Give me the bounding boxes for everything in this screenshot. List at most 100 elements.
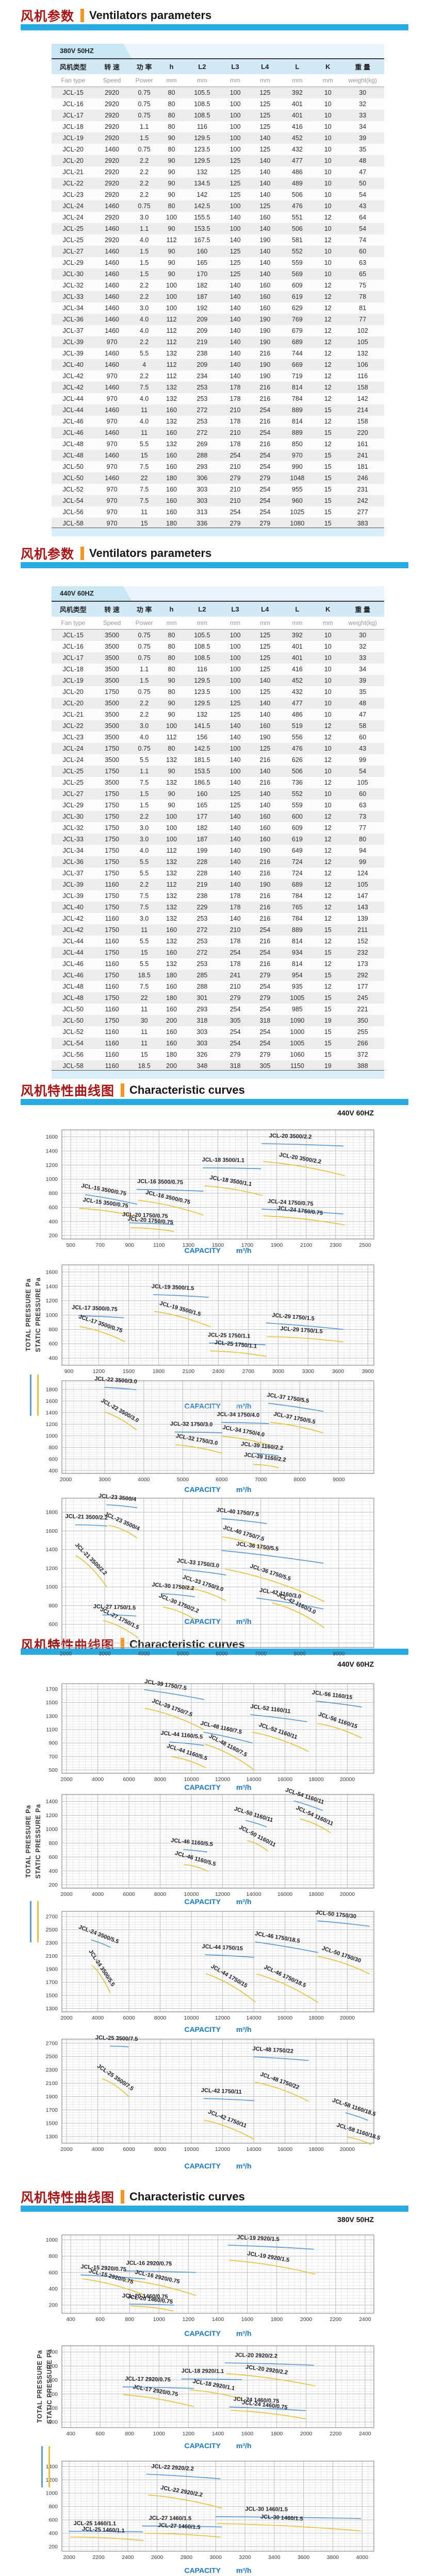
y-tick-label: 1200 [46,1565,58,1571]
total-pressure-label: TOTAL PRESSURE Pa [25,1278,32,1351]
table-cell: 4.0 [129,732,159,743]
capacity-axis-label: CAPACITY m³/h [62,1783,374,1791]
x-tick-label: 1700 [241,1242,254,1248]
chart-5: 2000 4000 6000 8000 10000 12000 14000 16000 1800… [46,1679,374,1783]
table-cell: 305 [250,1060,280,1072]
table-cell: JCL-56 [52,1049,95,1060]
y-tick-label: 1600 [46,1528,58,1534]
table-cell: 153.5 [184,223,221,234]
table-cell: 47 [341,166,384,178]
x-tick-label: 14000 [246,1776,261,1783]
table-row: JCL-52 1160 11 160 303 254 254 1000 15 255 [52,1026,384,1038]
table-cell: 100 [220,223,251,234]
table-row: JCL-30 1750 2.2 100 177 140 160 600 12 73 [52,811,384,822]
table-cell: 254 [250,506,280,518]
table-cell: 689 [279,336,315,348]
capacity-axis-label: CAPACITY m³/h [62,2566,374,2574]
static-pressure-legend-line [37,1375,39,1416]
x-tick-label: 2000 [60,2015,73,2021]
table-cell: 77 [341,314,384,325]
curve-label: JCL-27 1460/1.5 [158,2522,201,2531]
curve-JCL-25-1750-1.1-static [210,1350,267,1357]
table-cell: 132 [159,438,184,450]
column-subheader: mm [184,617,221,630]
table-cell: 221 [341,1004,384,1015]
table-cell: 160 [250,280,280,291]
table-cell: 90 [159,800,184,811]
table-cell: 318 [220,1060,251,1072]
table-cell: JCL-24 [52,200,95,212]
capacity-unit: m³/h [236,1783,252,1791]
table-cell: 285 [184,970,221,981]
table-cell: 1005 [279,1038,315,1049]
table-cell: 10 [315,629,341,641]
table-cell: 116 [184,121,221,132]
table-cell: 132 [159,936,184,947]
curve-JCL-30-1750-2.2-static [162,1606,197,1621]
table-row: JCL-33 1460 2.2 100 187 140 160 619 12 78 [52,291,384,302]
y-tick-label: 800 [48,1191,58,1197]
table-cell: 12 [315,732,341,743]
table-cell: 970 [94,506,129,518]
table-cell: 719 [279,370,315,382]
y-tick-label: 800 [48,2377,58,2383]
table-cell: 253 [184,382,221,393]
column-subheader: mm [220,617,251,630]
curve-JCL-25-1460-1.1-total [69,2531,143,2533]
x-tick-label: 2700 [242,1368,255,1375]
x-tick-label: 16000 [277,1891,292,1897]
curve-JCL-20-2920-2.2-total [224,2362,314,2366]
table-cell: 216 [250,856,280,868]
section-title-en: Ventilators parameters [89,547,212,560]
table-cell: 80 [159,121,184,132]
table-cell: 3.0 [129,834,159,845]
column-header: 重 量 [341,58,384,74]
y-tick-label: 1800 [46,1386,58,1393]
table-cell: 2.2 [129,879,159,890]
table-cell: 140 [250,698,280,709]
table-cell: 43 [341,200,384,212]
table-cell: 99 [341,856,384,868]
table-row: JCL-58 1160 18.5 200 348 318 305 1150 19 388 [52,1060,384,1072]
capacity-text: CAPACITY [184,2329,221,2337]
table-cell: 1460 [94,246,129,257]
table-cell: 2.2 [129,336,159,348]
table-cell: 140 [220,811,251,822]
table-cell: 970 [94,438,129,450]
x-tick-label: 6000 [216,1477,228,1483]
curve-label: JCL-48 1160/7.5 [200,1720,242,1736]
table-cell: 125 [220,178,251,189]
curve-label: JCL-17 2920/0.75 [133,2384,178,2398]
y-tick-label: 1500 [46,1700,58,1706]
table-cell: 140 [220,370,251,382]
table-cell: 210 [220,484,251,495]
table-row: JCL-52 970 7.5 160 303 210 254 955 15 231 [52,484,384,495]
table-cell: 5.5 [129,958,159,970]
table-cell: 1750 [94,868,129,879]
x-tick-label: 3900 [362,1368,374,1375]
table-cell: JCL-22 [52,720,95,732]
table-cell: 125 [250,641,280,652]
curve-label: JCL-56 1160/15 [311,1689,353,1701]
table-cell: 254 [250,484,280,495]
table-cell: 112 [159,845,184,856]
table-cell: 129.5 [184,155,221,166]
table-cell: 272 [184,924,221,936]
table-cell: 477 [279,698,315,709]
table-cell: 210 [220,495,251,506]
table-cell: 125 [220,788,251,800]
y-tick-label: 500 [48,1767,58,1773]
column-subheader: mm [315,74,341,87]
table-cell: 3500 [94,675,129,686]
table-cell: 125 [220,155,251,166]
table-cell: JCL-50 [52,1015,95,1026]
table-cell: JCL-21 [52,709,95,720]
table-cell: 1460 [94,257,129,268]
table-cell: 100 [159,720,184,732]
x-tick-label: 6000 [123,2146,135,2153]
curve-JCL-27-1750-1.5-static [103,1620,139,1638]
table-cell: 1160 [94,913,129,924]
chart-9: 400 600 800 1000 1200 1400 1600 1800 2000 2200 240… [46,2234,374,2323]
table-cell: 2920 [94,87,129,98]
table-cell: 288 [184,450,221,461]
